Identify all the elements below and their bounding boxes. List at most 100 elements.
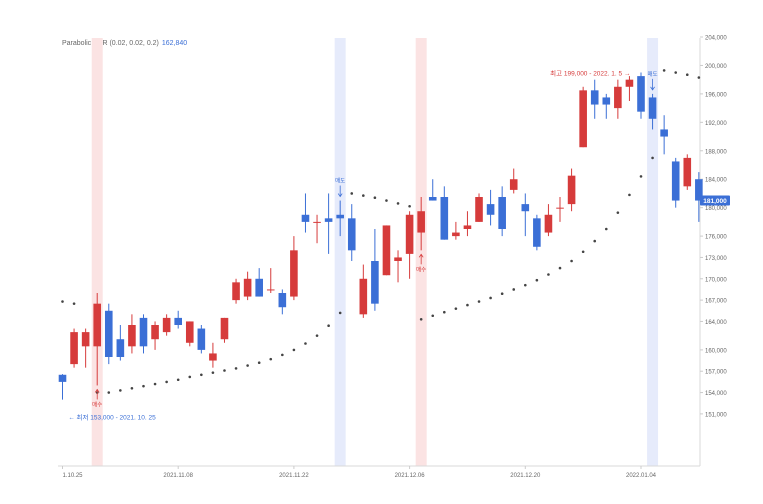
x-tick-label: 2021.11.22 [279, 473, 309, 479]
candle-body [232, 282, 240, 301]
candle-body [81, 332, 90, 347]
sar-dot [188, 375, 192, 379]
sar-dot [119, 389, 122, 392]
candle-body [185, 321, 194, 343]
sar-dot [153, 382, 157, 386]
candle-body [116, 339, 125, 357]
sar-dot [338, 311, 342, 315]
candle-body [93, 303, 102, 347]
candle-body [255, 278, 263, 297]
candle-body [463, 225, 472, 229]
sar-dot [558, 266, 562, 270]
y-tick-label: 192,000 [705, 121, 727, 127]
sar-dot [373, 196, 377, 200]
candle-body [197, 328, 206, 350]
sar-dot [385, 199, 388, 202]
buy-signal-label: 매수 [92, 400, 102, 408]
candle-body [428, 196, 437, 201]
candle-body [209, 353, 217, 361]
candle-body [151, 324, 159, 340]
candle-body [278, 292, 287, 308]
y-tick-label: 170,000 [705, 277, 727, 283]
candle-body [579, 90, 587, 148]
sar-dot [466, 303, 469, 307]
candle-body [139, 317, 148, 347]
buy-signal-band [91, 38, 103, 466]
y-tick-label: 167,000 [705, 299, 727, 305]
candle-body [556, 207, 564, 209]
sar-dot [651, 156, 654, 160]
sar-dot [477, 300, 481, 303]
sar-dot [662, 69, 666, 72]
sar-dot [142, 384, 145, 388]
sar-dot [604, 227, 608, 231]
candle-body [336, 214, 344, 219]
x-tick-label: 1.10.25 [63, 473, 84, 479]
buy-signal-band [415, 38, 427, 466]
sar-dot [61, 300, 64, 303]
candle-body [509, 179, 518, 190]
candle-body [671, 161, 680, 201]
y-tick-label: 176,000 [705, 235, 727, 241]
sar-dot [200, 373, 203, 377]
y-tick-label: 180,000 [705, 206, 727, 212]
candle-body [359, 278, 368, 315]
candle-body [58, 374, 67, 382]
candle-body [475, 196, 483, 222]
sar-dot [408, 204, 411, 208]
candle-body [290, 250, 298, 297]
sar-dot [570, 259, 573, 263]
sar-dot [72, 302, 76, 305]
candle-body [567, 175, 576, 205]
sar-dot [628, 193, 631, 197]
buy-arrow-head [418, 253, 424, 258]
candle-body [440, 196, 449, 240]
x-tick-label: 2021.12.20 [510, 473, 541, 479]
candle-body [220, 317, 229, 340]
sar-dot [281, 353, 284, 357]
candle-body [625, 79, 634, 87]
candle-body [695, 179, 703, 201]
sar-dot [593, 239, 597, 243]
candle-body [533, 218, 541, 247]
sar-dot [107, 391, 111, 394]
sar-dot [674, 71, 678, 74]
candle-body [590, 90, 599, 105]
y-tick-label: 151,000 [705, 412, 727, 418]
candle-body [405, 214, 414, 254]
sar-dot [350, 192, 354, 195]
indicator-legend: Parabolic SAR (0.02, 0.02, 0.2) 162,840 [62, 40, 187, 47]
sar-dot [165, 380, 168, 384]
candle-body [301, 214, 310, 222]
sar-dot [327, 324, 330, 328]
x-tick-label: 2022.01.04 [626, 473, 657, 479]
candle-body [486, 204, 495, 215]
sell-signal-label: 매도 [648, 70, 658, 78]
sell-arrow-head [337, 193, 343, 198]
y-tick-label: 196,000 [705, 92, 727, 98]
indicator-name: Parabolic SAR (0.02, 0.02, 0.2) [62, 40, 159, 47]
sar-dot [581, 250, 585, 254]
y-tick-label: 184,000 [705, 178, 727, 184]
sar-dot [685, 73, 689, 76]
y-tick-label: 200,000 [705, 64, 727, 70]
sar-dot [419, 318, 423, 321]
candle-body [521, 204, 530, 212]
y-tick-label: 188,000 [705, 149, 727, 155]
candle-body [347, 218, 356, 251]
sar-dot [547, 273, 550, 276]
sar-dot [223, 369, 226, 372]
candle-body [660, 129, 668, 137]
sar-dot [396, 202, 400, 205]
sar-dot [211, 371, 215, 374]
candle-body [602, 97, 611, 105]
candle-body [313, 221, 321, 223]
candle-body [544, 214, 553, 233]
sar-dot [443, 310, 446, 314]
candle-body [104, 310, 113, 357]
candle-body [174, 317, 182, 325]
sar-dot [292, 348, 296, 352]
candle-body [417, 211, 425, 233]
